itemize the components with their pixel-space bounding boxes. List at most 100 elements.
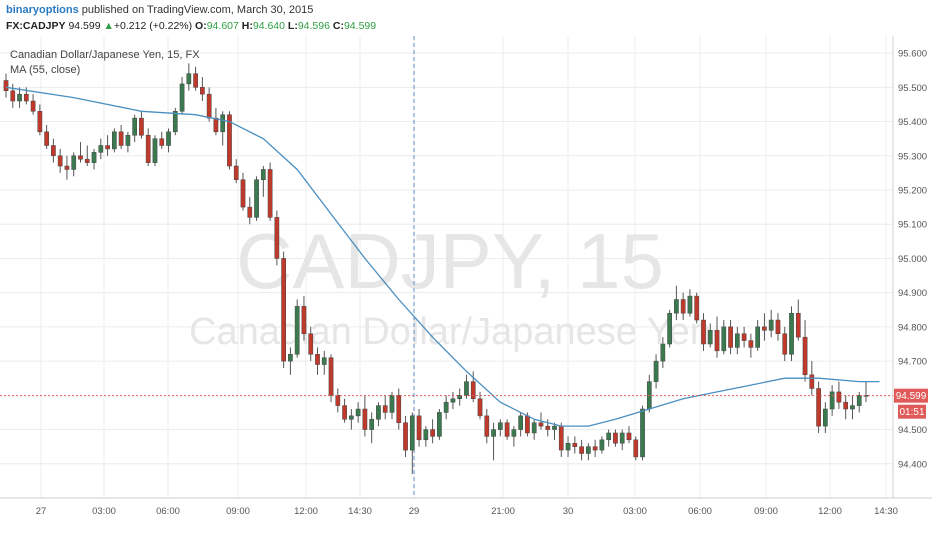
candle-body: [423, 429, 429, 441]
candle-body: [125, 134, 131, 146]
price-axis[interactable]: 95.600 95.500 95.400 95.300 95.200 95.100 95.0…: [898, 49, 927, 471]
time-tick-label: 27: [36, 506, 47, 517]
candle-body: [91, 152, 97, 163]
candle-body: [247, 206, 253, 218]
candle-body: [450, 398, 456, 403]
time-axis[interactable]: 27 03:00 06:00 09:00 12:00 14:30 29 21:00 30 03:0…: [36, 506, 898, 517]
current-price-tag: 94.599 01:51: [894, 388, 928, 419]
open-value: 94.607: [206, 20, 239, 32]
candle-body: [768, 319, 774, 331]
candle-body: [44, 131, 49, 146]
candle-body: [789, 312, 794, 355]
candle-body: [823, 408, 828, 427]
candle-body: [457, 395, 463, 400]
candle-body: [504, 422, 510, 437]
candle-body: [660, 343, 666, 362]
candle-body: [755, 326, 761, 348]
candle-body: [233, 165, 239, 180]
candle-body: [558, 425, 564, 451]
time-tick-label: 29: [409, 506, 420, 517]
high-label: H:: [241, 20, 253, 32]
price-tick-label: 95.600: [898, 49, 927, 60]
candle-body: [416, 415, 422, 441]
candle-body: [267, 169, 273, 218]
watermark: CADJPY, 15 Canadian Dollar/Japanese Yen: [189, 217, 711, 353]
candle-body: [301, 306, 307, 334]
candle-body: [680, 299, 686, 314]
candle-body: [525, 415, 530, 434]
candle-body: [111, 131, 117, 150]
candle-body: [592, 446, 598, 451]
candle-body: [491, 429, 496, 437]
author-link[interactable]: binaryoptions: [6, 4, 79, 16]
candlestick-chart[interactable]: CADJPY, 15 Canadian Dollar/Japanese Yen …: [0, 36, 932, 550]
candle-body: [145, 134, 151, 163]
time-tick-label: 14:30: [348, 506, 372, 517]
candle-body: [23, 93, 29, 102]
grid: [0, 36, 893, 498]
candle-body: [118, 131, 124, 146]
candle-body: [464, 381, 469, 396]
publish-info: binaryoptions published on TradingView.c…: [6, 4, 313, 16]
price-tick-label: 95.200: [898, 186, 927, 197]
low-label: L:: [287, 20, 298, 32]
candle-body: [613, 432, 618, 444]
candle-body: [701, 319, 706, 345]
candle-body: [396, 395, 402, 423]
candle-body: [64, 165, 70, 170]
candle-body: [132, 117, 138, 136]
time-tick-label: 21:00: [491, 506, 515, 517]
quote-line: FX:CADJPY 94.599 ▲+0.212 (+0.22%) O:94.6…: [6, 20, 376, 32]
candle-body: [430, 429, 435, 437]
candle-body: [687, 295, 693, 314]
candle-body: [626, 432, 632, 441]
candle-body: [409, 415, 415, 451]
candle-body: [484, 415, 490, 437]
chart-frame[interactable]: CADJPY, 15 Canadian Dollar/Japanese Yen …: [0, 36, 932, 550]
time-tick-label: 03:00: [623, 506, 647, 517]
candle-body: [139, 117, 144, 136]
candle-body: [382, 405, 388, 413]
candle-body: [707, 330, 713, 345]
candle-body: [579, 446, 584, 454]
candle-body: [159, 138, 165, 146]
candle-body: [531, 422, 537, 434]
candle-body: [667, 312, 672, 345]
candle-body: [497, 422, 503, 430]
candle-body: [369, 419, 375, 430]
change-value: +0.212 (+0.22%): [113, 20, 193, 32]
candle-body: [802, 336, 808, 376]
candle-body: [3, 80, 9, 92]
candle-body: [836, 391, 842, 403]
indicator-label: MA (55, close): [10, 64, 80, 76]
time-tick-label: 03:00: [92, 506, 116, 517]
price-tag-background: [894, 388, 928, 403]
candle-body: [57, 155, 63, 167]
candle-body: [200, 87, 205, 95]
candle-body: [606, 432, 612, 441]
symbol-label: FX:CADJPY: [6, 20, 66, 32]
candle-body: [342, 405, 347, 420]
candle-body: [437, 412, 442, 437]
price-tick-label: 94.700: [898, 357, 927, 368]
candle-body: [179, 83, 185, 112]
candle-body: [240, 179, 246, 208]
candle-body: [376, 405, 381, 420]
candle-body: [166, 131, 171, 146]
candle-body: [349, 415, 354, 420]
price-tag-label: 94.599: [896, 391, 927, 402]
time-tick-label: 06:00: [688, 506, 712, 517]
time-tick-label: 06:00: [156, 506, 180, 517]
up-arrow-icon: ▲: [103, 20, 114, 32]
candle-body: [741, 333, 747, 341]
time-tick-label: 09:00: [754, 506, 778, 517]
price-tick-label: 95.300: [898, 151, 927, 162]
candle-body: [470, 381, 476, 400]
ma-line: [5, 86, 880, 427]
candle-body: [782, 333, 788, 355]
chart-header: binaryoptions published on TradingView.c…: [0, 0, 932, 36]
price-tick-label: 94.900: [898, 288, 927, 299]
time-tick-label: 12:00: [294, 506, 318, 517]
candle-body: [328, 357, 334, 396]
candle-body: [728, 326, 733, 348]
